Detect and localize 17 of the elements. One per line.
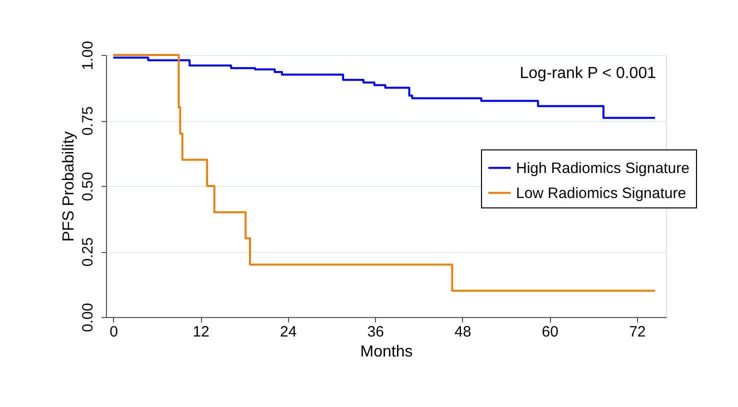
y-tick-label: 1.00: [80, 40, 96, 70]
y-tick-label: 0.75: [80, 106, 96, 136]
y-tick-label: 0.25: [80, 237, 96, 267]
y-axis-title: PFS Probability: [60, 131, 78, 242]
legend-label: Low Radiomics Signature: [516, 184, 686, 202]
x-tick-label: 60: [542, 324, 558, 340]
legend-label: High Radiomics Signature: [516, 160, 690, 177]
x-tick-label: 72: [629, 324, 646, 340]
x-tick-label: 48: [454, 324, 472, 340]
y-tick-label: 0.50: [80, 172, 96, 202]
x-axis-title: Months: [360, 344, 413, 360]
y-tick-label: 0.00: [80, 302, 96, 332]
x-tick-label: 0: [110, 324, 118, 340]
x-tick-label: 24: [280, 324, 297, 340]
annotation: Log-rank P < 0.001: [520, 65, 656, 82]
x-tick-label: 12: [192, 324, 210, 340]
x-tick-label: 36: [367, 324, 384, 340]
